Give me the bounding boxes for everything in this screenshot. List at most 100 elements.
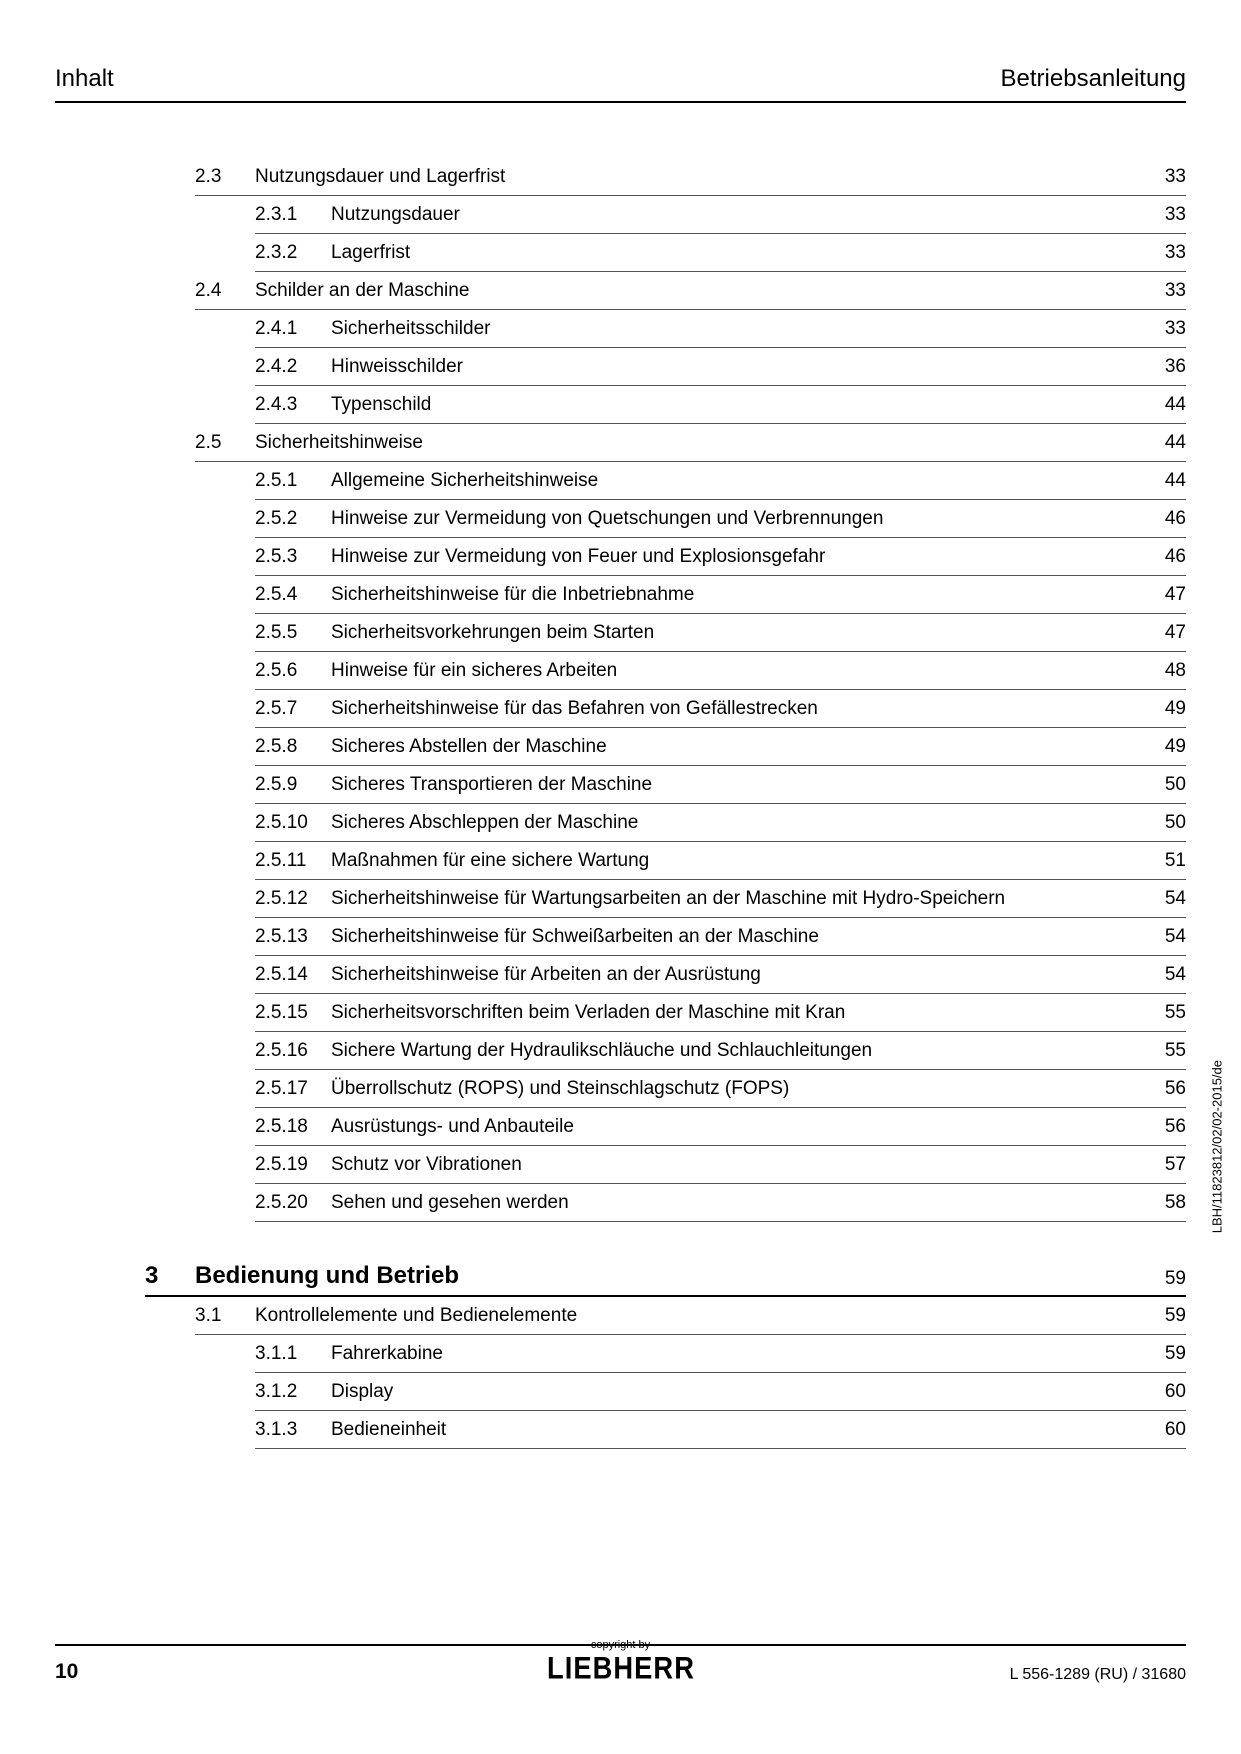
toc-entry-num: 2.5.1	[255, 468, 331, 492]
toc-entry-title: Sehen und gesehen werden	[331, 1190, 1146, 1214]
toc-entry-num: 2.4	[195, 278, 255, 302]
toc-entry-title: Allgemeine Sicherheitshinweise	[331, 468, 1146, 492]
toc-chapter-page: 59	[1146, 1268, 1186, 1290]
toc-entry-title: Hinweise für ein sicheres Arbeiten	[331, 658, 1146, 682]
toc-entry-num: 2.5.14	[255, 962, 331, 986]
toc-entry-page: 50	[1146, 772, 1186, 796]
toc-entry-page: 33	[1146, 240, 1186, 264]
toc-entry-num: 2.5.17	[255, 1076, 331, 1100]
side-document-code: LBH/11823812/02/02-2015/de	[1209, 1060, 1224, 1233]
toc-entry-page: 46	[1146, 544, 1186, 568]
toc-entry-title: Sicherheitshinweise für die Inbetriebnah…	[331, 582, 1146, 606]
toc-row: 2.3Nutzungsdauer und Lagerfrist33	[195, 158, 1186, 196]
toc-entry-num: 3.1.1	[255, 1341, 331, 1365]
toc-row: 3.1.3Bedieneinheit60	[255, 1411, 1186, 1449]
toc-entry-page: 56	[1146, 1114, 1186, 1138]
toc-row: 2.5.11Maßnahmen für eine sichere Wartung…	[255, 842, 1186, 880]
toc-entry-page: 47	[1146, 582, 1186, 606]
toc-entry-title: Sicherheitshinweise für Schweißarbeiten …	[331, 924, 1146, 948]
toc-row: 2.5.8Sicheres Abstellen der Maschine49	[255, 728, 1186, 766]
toc-entry-page: 51	[1146, 848, 1186, 872]
toc-entry-page: 33	[1146, 316, 1186, 340]
toc-entry-num: 2.5.7	[255, 696, 331, 720]
toc-entry-title: Fahrerkabine	[331, 1341, 1146, 1365]
toc-entry-title: Sicheres Abschleppen der Maschine	[331, 810, 1146, 834]
toc-entry-title: Kontrollelemente und Bedienelemente	[255, 1303, 1146, 1327]
toc-entry-title: Hinweise zur Vermeidung von Quetschungen…	[331, 506, 1146, 530]
toc-entry-num: 2.4.2	[255, 354, 331, 378]
toc-entry-title: Display	[331, 1379, 1146, 1403]
toc-entry-page: 47	[1146, 620, 1186, 644]
toc-entry-page: 49	[1146, 734, 1186, 758]
toc-entry-num: 3.1	[195, 1303, 255, 1327]
toc-entry-page: 58	[1146, 1190, 1186, 1214]
toc-chapter-title: Bedienung und Betrieb	[195, 1262, 1146, 1290]
toc-entry-page: 60	[1146, 1379, 1186, 1403]
toc-entry-num: 2.5.8	[255, 734, 331, 758]
toc-entry-num: 2.3	[195, 164, 255, 188]
toc-entry-page: 44	[1146, 468, 1186, 492]
toc-entry-num: 2.5	[195, 430, 255, 454]
toc-entry-title: Nutzungsdauer und Lagerfrist	[255, 164, 1146, 188]
toc-entry-page: 54	[1146, 924, 1186, 948]
toc-entry-title: Sicheres Abstellen der Maschine	[331, 734, 1146, 758]
toc-entry-title: Hinweisschilder	[331, 354, 1146, 378]
toc-entry-page: 50	[1146, 810, 1186, 834]
toc-entry-page: 54	[1146, 962, 1186, 986]
toc-entry-page: 33	[1146, 164, 1186, 188]
toc-row: 2.5.4Sicherheitshinweise für die Inbetri…	[255, 576, 1186, 614]
toc-entry-title: Sicherheitshinweise für Wartungsarbeiten…	[331, 886, 1146, 910]
toc-entry-num: 2.5.19	[255, 1152, 331, 1176]
toc-row: 3.1.1Fahrerkabine59	[255, 1335, 1186, 1373]
toc-entry-title: Sichere Wartung der Hydraulikschläuche u…	[331, 1038, 1146, 1062]
page-footer: 10 copyright by LIEBHERR L 556-1289 (RU)…	[55, 1644, 1186, 1684]
toc-entry-num: 2.5.9	[255, 772, 331, 796]
toc-row: 2.5.19Schutz vor Vibrationen57	[255, 1146, 1186, 1184]
toc-row: 2.5.16Sichere Wartung der Hydraulikschlä…	[255, 1032, 1186, 1070]
toc-row: 2.3.1Nutzungsdauer33	[255, 196, 1186, 234]
toc-entry-page: 59	[1146, 1341, 1186, 1365]
toc-entry-num: 2.5.3	[255, 544, 331, 568]
toc-row: 2.5.10Sicheres Abschleppen der Maschine5…	[255, 804, 1186, 842]
toc-entry-title: Sicherheitshinweise für das Befahren von…	[331, 696, 1146, 720]
toc-entry-num: 2.5.10	[255, 810, 331, 834]
toc-row: 2.5.5Sicherheitsvorkehrungen beim Starte…	[255, 614, 1186, 652]
logo-block: copyright by LIEBHERR	[550, 1639, 691, 1684]
toc-entry-title: Ausrüstungs- und Anbauteile	[331, 1114, 1146, 1138]
toc-entry-num: 2.4.1	[255, 316, 331, 340]
toc-chapter-num: 3	[145, 1262, 195, 1290]
toc-entry-num: 2.5.5	[255, 620, 331, 644]
toc-entry-page: 54	[1146, 886, 1186, 910]
toc-entry-page: 33	[1146, 278, 1186, 302]
toc-entry-title: Typenschild	[331, 392, 1146, 416]
toc-entry-num: 2.3.2	[255, 240, 331, 264]
toc-entry-title: Schilder an der Maschine	[255, 278, 1146, 302]
toc-entry-page: 36	[1146, 354, 1186, 378]
toc-entry-title: Bedieneinheit	[331, 1417, 1146, 1441]
toc-entry-title: Sicheres Transportieren der Maschine	[331, 772, 1146, 796]
toc-entry-page: 55	[1146, 1038, 1186, 1062]
toc-entry-title: Sicherheitshinweise für Arbeiten an der …	[331, 962, 1146, 986]
document-reference: L 556-1289 (RU) / 31680	[1010, 1666, 1186, 1684]
toc-entry-page: 59	[1146, 1303, 1186, 1327]
toc-entry-title: Überrollschutz (ROPS) und Steinschlagsch…	[331, 1076, 1146, 1100]
toc-row: 2.5.2Hinweise zur Vermeidung von Quetsch…	[255, 500, 1186, 538]
table-of-contents: 2.3Nutzungsdauer und Lagerfrist332.3.1Nu…	[195, 158, 1186, 1449]
toc-entry-title: Lagerfrist	[331, 240, 1146, 264]
toc-entry-num: 2.5.4	[255, 582, 331, 606]
toc-chapter-row: 3Bedienung und Betrieb59	[145, 1256, 1186, 1297]
toc-entry-page: 55	[1146, 1000, 1186, 1024]
toc-row: 2.4Schilder an der Maschine33	[195, 272, 1186, 310]
toc-entry-page: 57	[1146, 1152, 1186, 1176]
toc-entry-num: 2.5.16	[255, 1038, 331, 1062]
toc-row: 2.3.2Lagerfrist33	[255, 234, 1186, 272]
toc-entry-page: 44	[1146, 392, 1186, 416]
toc-entry-title: Sicherheitsschilder	[331, 316, 1146, 340]
toc-row: 2.5.18Ausrüstungs- und Anbauteile56	[255, 1108, 1186, 1146]
toc-row: 2.5.20Sehen und gesehen werden58	[255, 1184, 1186, 1222]
toc-row: 2.5.15Sicherheitsvorschriften beim Verla…	[255, 994, 1186, 1032]
toc-row: 2.5Sicherheitshinweise44	[195, 424, 1186, 462]
toc-entry-num: 2.3.1	[255, 202, 331, 226]
toc-row: 2.5.14Sicherheitshinweise für Arbeiten a…	[255, 956, 1186, 994]
toc-row: 2.5.13Sicherheitshinweise für Schweißarb…	[255, 918, 1186, 956]
